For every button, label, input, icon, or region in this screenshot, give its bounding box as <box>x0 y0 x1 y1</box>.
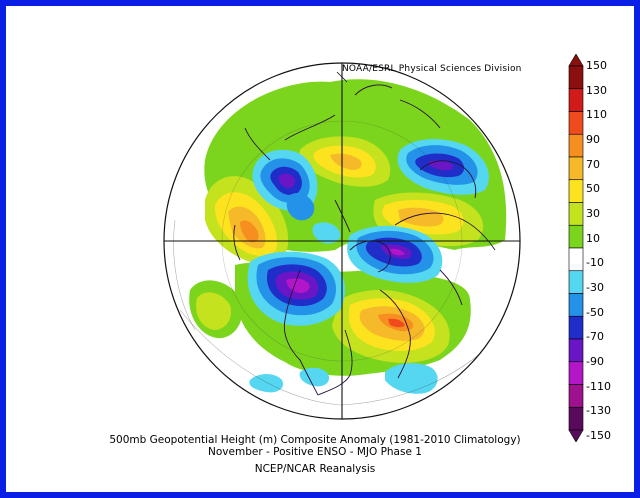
colorbar-swatch <box>568 361 584 385</box>
colorbar-tick-label: -50 <box>586 305 604 319</box>
colorbar-tick-label: -90 <box>586 355 604 368</box>
colorbar-tick-label: -130 <box>586 404 611 418</box>
colorbar-arrow-top <box>568 54 584 67</box>
colorbar-swatch <box>568 315 584 340</box>
colorbar-tick-label: 50 <box>586 182 600 196</box>
colorbar-swatch <box>568 111 584 135</box>
colorbar-tick-label: 130 <box>586 83 607 97</box>
colorbar-tick-label: 150 <box>586 59 607 72</box>
colorbar-swatch <box>568 224 584 249</box>
colorbar-swatch <box>568 247 584 272</box>
colorbar <box>568 54 584 442</box>
colorbar-swatch <box>568 338 584 363</box>
colorbar-swatch <box>568 270 584 294</box>
coastlines <box>233 84 496 396</box>
colorbar-swatch <box>568 293 584 317</box>
colorbar-tick-label: 110 <box>586 108 607 122</box>
colorbar-tick-label: 10 <box>586 231 600 245</box>
map-boundary-circle <box>163 62 521 420</box>
colorbar-tick-label: -30 <box>586 281 604 294</box>
colorbar-tick-label: 90 <box>586 133 600 146</box>
colorbar-swatch <box>568 133 584 158</box>
colorbar-tick-label: -110 <box>586 379 611 393</box>
credit-pointer <box>336 71 348 83</box>
colorbar-tick-label: -150 <box>586 429 611 442</box>
colorbar-swatch <box>568 65 584 90</box>
colorbar-swatch <box>568 384 584 408</box>
colorbar-tick-label: 70 <box>586 157 600 171</box>
colorbar-tick-label: -10 <box>586 256 604 270</box>
colorbar-tick-label: 30 <box>586 207 600 220</box>
colorbar-swatch <box>568 88 584 112</box>
credit-label: NOAA/ESRL Physical Sciences Division <box>342 64 522 74</box>
colorbar-swatch <box>568 156 584 181</box>
colorbar-swatch <box>568 202 584 226</box>
caption-line-3: NCEP/NCAR Reanalysis <box>254 463 376 475</box>
colorbar-swatch <box>568 406 584 431</box>
colorbar-arrow-bottom <box>568 429 584 442</box>
caption-line-2: November - Positive ENSO - MJO Phase 1 <box>208 446 422 458</box>
caption-line-1: 500mb Geopotential Height (m) Composite … <box>109 434 521 446</box>
colorbar-swatch <box>568 179 584 203</box>
colorbar-tick-label: -70 <box>586 330 604 344</box>
